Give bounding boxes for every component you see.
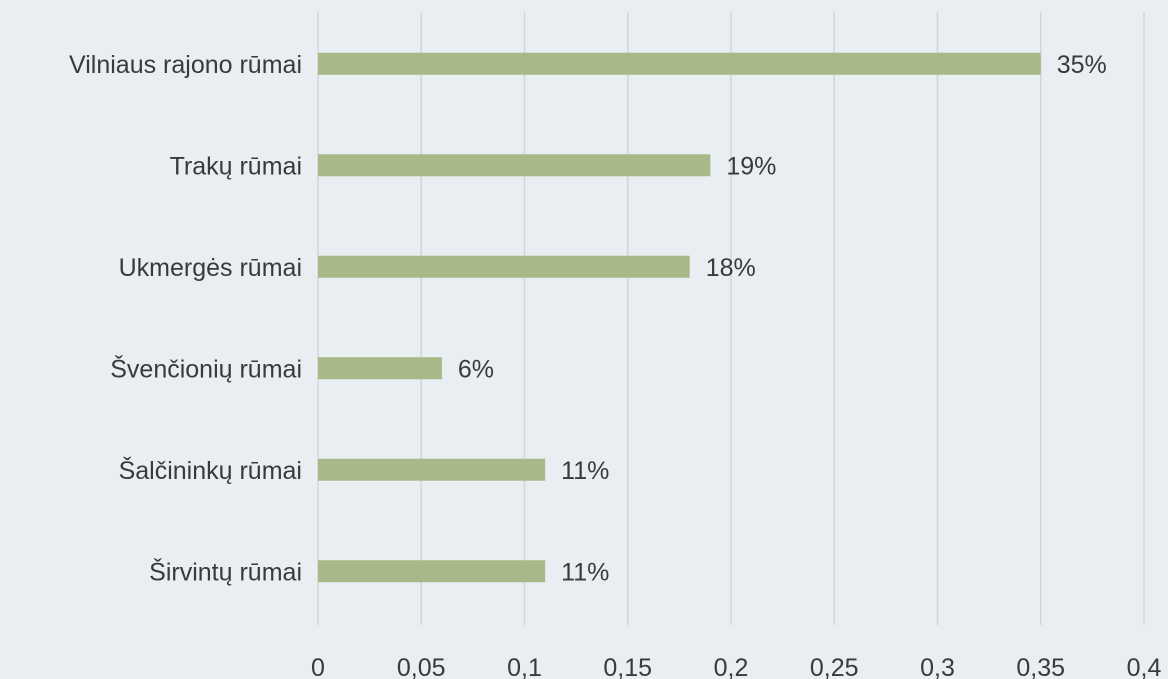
bar: [318, 458, 546, 481]
data-label: 11%: [561, 558, 609, 586]
category-label: Širvintų rūmai: [149, 557, 302, 586]
bar: [318, 154, 711, 177]
x-tick-label: 0,1: [507, 654, 542, 679]
bars: [318, 52, 1041, 583]
data-labels: 35% 19% 18% 6% 11% 11%: [458, 51, 1107, 587]
x-tick-label: 0,3: [920, 654, 955, 679]
category-label: Šalčininkų rūmai: [119, 456, 302, 485]
x-tick-label: 0,35: [1016, 654, 1065, 679]
data-label: 19%: [726, 152, 776, 180]
data-label: 6%: [458, 355, 494, 383]
bar: [318, 52, 1041, 75]
category-labels: Vilniaus rajono rūmai Trakų rūmai Ukmergės…: [69, 51, 302, 587]
x-tick-label: 0,15: [603, 654, 652, 679]
data-label: 35%: [1057, 51, 1107, 79]
category-label: Vilniaus rajono rūmai: [69, 51, 302, 79]
bar: [318, 560, 546, 583]
x-axis-tick-labels: 0 0,05 0,1 0,15 0,2 0,25 0,3 0,35 0,4: [311, 654, 1161, 679]
x-tick-label: 0: [311, 654, 325, 679]
bar: [318, 357, 442, 380]
bar: [318, 255, 690, 278]
category-label: Trakų rūmai: [170, 152, 302, 180]
data-label: 18%: [706, 254, 756, 282]
category-label: Švenčionių rūmai: [110, 354, 302, 383]
x-tick-label: 0,25: [810, 654, 859, 679]
x-tick-label: 0,4: [1127, 654, 1162, 679]
x-tick-label: 0,05: [397, 654, 446, 679]
category-label: Ukmergės rūmai: [119, 254, 302, 282]
gridlines: [317, 12, 1145, 625]
x-tick-label: 0,2: [714, 654, 749, 679]
data-label: 11%: [561, 457, 609, 485]
